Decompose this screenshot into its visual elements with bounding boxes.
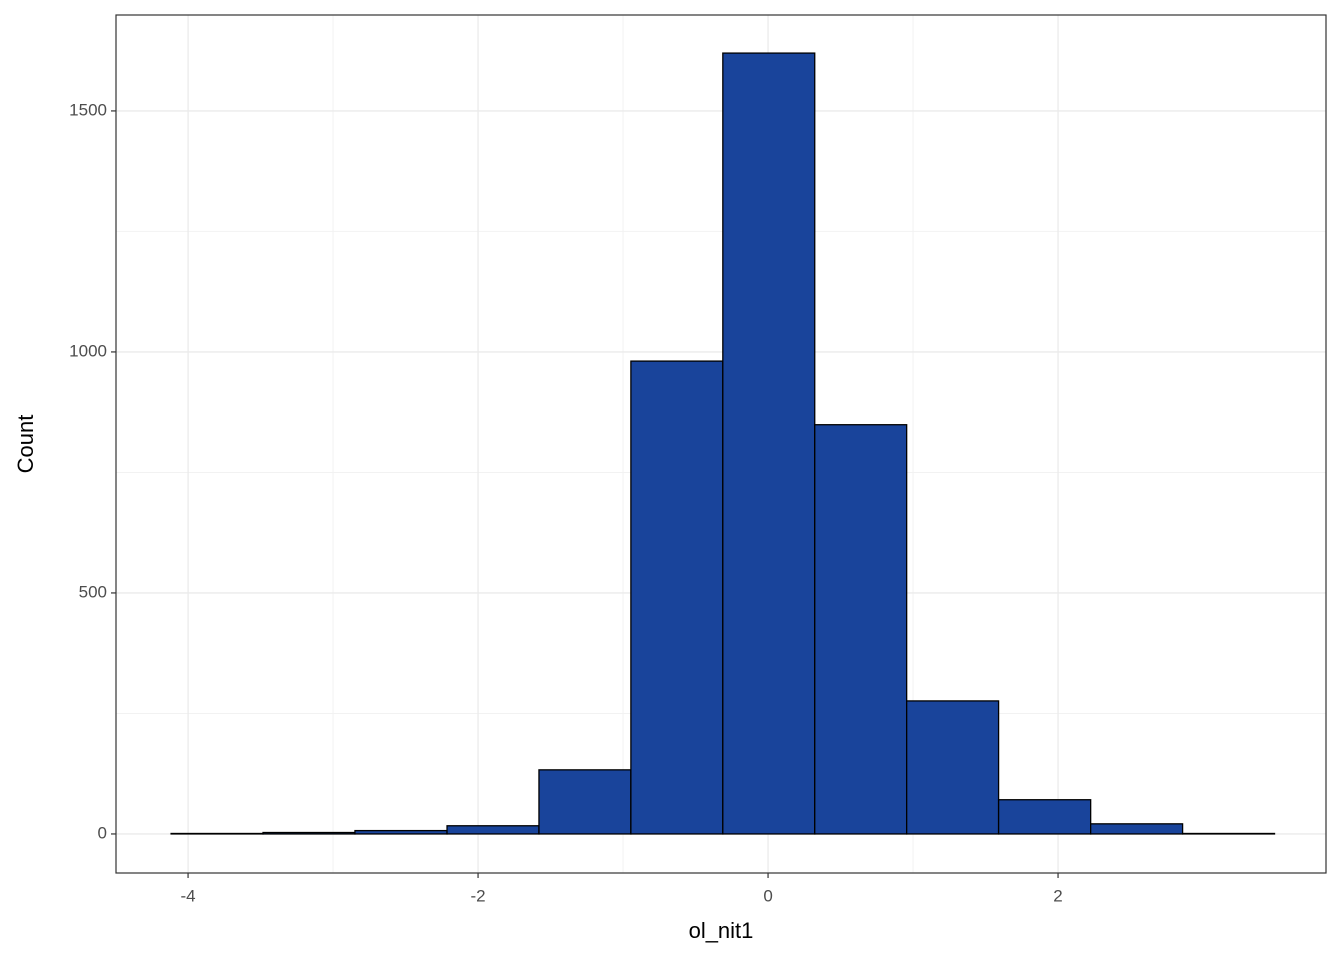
panel-border <box>115 14 1327 874</box>
x-tick-label: 2 <box>1053 886 1062 905</box>
bar <box>354 829 448 835</box>
bar <box>906 700 1000 835</box>
y-tick-label: 1000 <box>69 341 107 360</box>
bar <box>538 769 632 835</box>
y-tick-label: 0 <box>98 823 107 842</box>
x-tick-label: -4 <box>181 886 196 905</box>
x-tick-label: -2 <box>470 886 485 905</box>
bar <box>630 360 724 835</box>
bar <box>1090 823 1184 835</box>
x-axis-title: ol_nit1 <box>689 918 754 943</box>
x-tick-label: 0 <box>763 886 772 905</box>
bar <box>722 52 816 835</box>
bar <box>262 831 356 835</box>
bar <box>446 825 540 835</box>
y-tick-label: 1500 <box>69 100 107 119</box>
bars <box>170 52 1276 835</box>
y-tick-label: 500 <box>79 582 107 601</box>
grid <box>116 15 1326 873</box>
y-axis-title: Count <box>13 415 38 474</box>
bar <box>814 424 908 835</box>
bar <box>997 799 1092 835</box>
